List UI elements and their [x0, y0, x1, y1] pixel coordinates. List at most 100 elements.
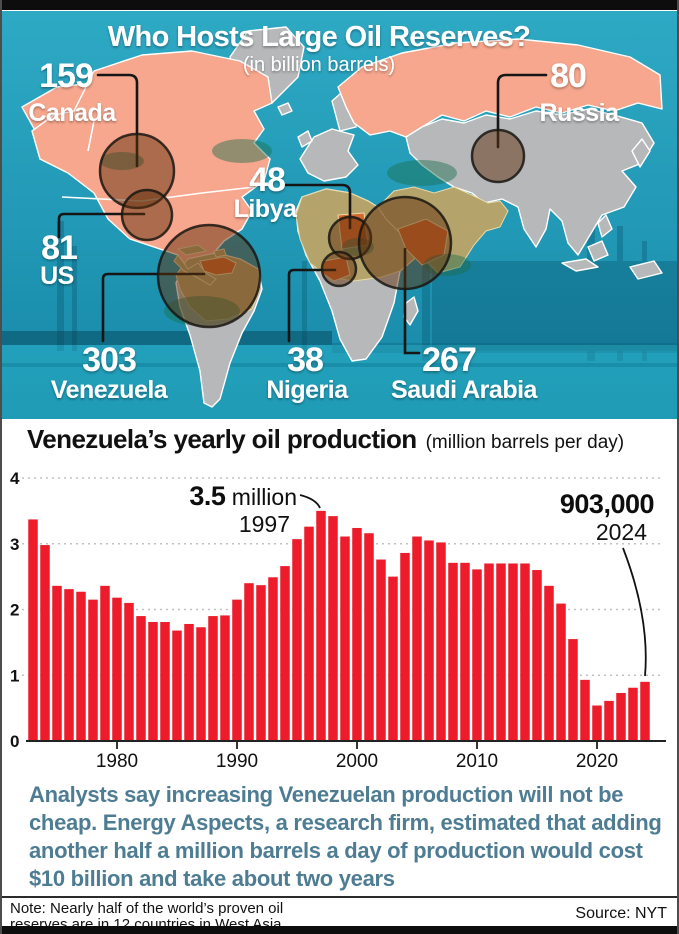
bar-2007: [436, 542, 446, 741]
bar-2016: [544, 585, 554, 741]
source-credit: Source: NYT: [575, 905, 667, 922]
bar-1978: [88, 599, 98, 741]
bar-1989: [220, 615, 230, 741]
bar-2000: [352, 527, 362, 741]
industrial-waterline-right: [332, 343, 677, 353]
y-axis-label-3: 3: [10, 535, 19, 554]
analysis-line-3: another half a million barrels a day of …: [29, 838, 643, 863]
reserve-value-russia: 80: [550, 57, 586, 95]
bar-2021: [604, 700, 614, 741]
country-label-saudi-arabia: Saudi Arabia: [391, 376, 538, 404]
country-label-libya: Libya: [234, 195, 298, 223]
bar-1993: [268, 577, 278, 741]
reserve-value-saudi-arabia: 267: [422, 341, 476, 379]
island-philippines: [597, 214, 613, 238]
country-russia: [337, 38, 663, 138]
y-axis-label-0: 0: [10, 732, 19, 751]
bar-1986: [184, 623, 194, 741]
alaska-border: [87, 120, 95, 152]
country-label-venezuela: Venezuela: [51, 376, 169, 404]
analysis-line-2: cheap. Energy Aspects, a research firm, …: [29, 810, 662, 835]
reserve-value-nigeria: 38: [287, 341, 323, 379]
industrial-waterline: [2, 331, 332, 345]
reserve-value-libya: 48: [249, 161, 285, 199]
production-bar-chart: 0 1 2 3 4 1980 1990 2000 2010 2020 3.5 million1997…: [10, 469, 666, 772]
x-axis-label-1990: 1990: [216, 751, 258, 772]
bar-2014: [520, 563, 530, 741]
bar-2018: [568, 639, 578, 741]
leader-line-russia: [496, 73, 548, 149]
bar-2003: [388, 576, 398, 741]
x-axis-label-1980: 1980: [96, 751, 138, 772]
analysis-line-4: $10 billion and take about two years: [29, 866, 395, 891]
bar-1973: [28, 519, 38, 741]
bar-1990: [232, 599, 242, 741]
analysis-paragraph: Analysts say increasing Venezuelan produ…: [29, 781, 663, 893]
bar-2013: [508, 563, 518, 741]
bar-1991: [244, 583, 254, 741]
bar-2006: [424, 540, 434, 741]
top-black-bar: [2, 0, 677, 10]
bar-1975: [52, 585, 62, 741]
island-iceland: [277, 102, 293, 116]
island-new-guinea: [629, 260, 663, 280]
reserve-circle-saudi-arabia: [357, 195, 453, 291]
bar-2008: [448, 562, 458, 741]
y-axis-label-1: 1: [10, 666, 19, 685]
x-axis-label-2010: 2010: [456, 751, 498, 772]
reserve-circle-russia: [470, 128, 526, 184]
footer-divider: [2, 896, 677, 898]
bar-2019: [580, 679, 590, 741]
annotation-value-1997: 3.5 million: [189, 481, 297, 511]
bar-1979: [100, 585, 110, 741]
bar-1995: [292, 539, 302, 741]
bar-2001: [364, 533, 374, 741]
annotation-value-2024: 903,000: [560, 489, 654, 519]
reserve-circle-venezuela: [156, 223, 262, 329]
bar-1980: [112, 597, 122, 741]
reserve-value-canada: 159: [39, 57, 93, 95]
bar-1998: [328, 516, 338, 741]
bar-2024: [640, 681, 650, 741]
leader-line-libya: [284, 183, 352, 230]
bar-2012: [496, 563, 506, 741]
bar-1984: [160, 621, 170, 741]
island-japan: [631, 138, 651, 168]
reserve-circle-us: [120, 188, 174, 242]
bar-2023: [628, 687, 638, 741]
bar-2017: [556, 603, 566, 741]
leader-line-canada: [96, 73, 139, 168]
map-subtitle: (in billion barrels): [243, 54, 395, 76]
bar-2010: [472, 569, 482, 741]
bar-1976: [64, 589, 74, 741]
reserve-value-venezuela: 303: [82, 341, 136, 379]
reserve-value-us: 81: [41, 229, 77, 267]
chart-unit-label: (million barrels per day): [425, 432, 625, 453]
bar-2009: [460, 562, 470, 741]
bar-2015: [532, 570, 542, 741]
bar-1983: [148, 621, 158, 741]
map-title: Who Hosts Large Oil Reserves?: [108, 21, 531, 53]
x-axis-label-2020: 2020: [576, 751, 618, 772]
refinery-silhouettes: [57, 211, 677, 361]
bar-2002: [376, 559, 386, 741]
bar-1994: [280, 566, 290, 741]
water-band: [2, 345, 677, 419]
bottom-black-bar: [2, 926, 677, 934]
bar-1987: [196, 627, 206, 741]
bar-1992: [256, 585, 266, 741]
bar-1988: [208, 616, 218, 741]
country-label-russia: Russia: [540, 99, 621, 127]
annotation-pointer-2024: [622, 547, 647, 677]
bar-1981: [124, 602, 134, 741]
country-label-nigeria: Nigeria: [266, 376, 349, 404]
leader-line-nigeria: [287, 268, 337, 343]
leader-line-venezuela: [101, 272, 206, 343]
us-canada-border: [61, 186, 255, 202]
y-axis-label-2: 2: [10, 601, 19, 620]
country-label-us: US: [40, 262, 74, 290]
bar-1999: [340, 536, 350, 741]
chart-title: Venezuela’s yearly oil production: [27, 424, 417, 454]
